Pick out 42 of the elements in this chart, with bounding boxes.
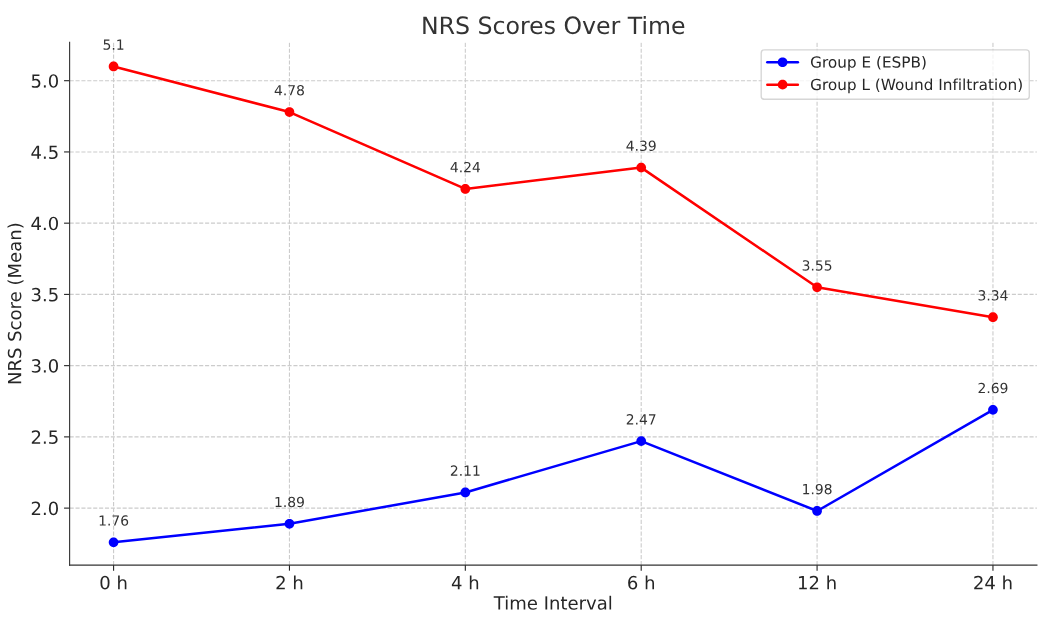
data-label: 3.55 bbox=[802, 260, 832, 271]
chart-title: NRS Scores Over Time bbox=[423, 15, 685, 35]
legend-label: Group L (Wound Infiltration) bbox=[810, 78, 1022, 94]
data-label: 2.69 bbox=[978, 382, 1008, 394]
y-tick-label: 4.5 bbox=[31, 145, 58, 160]
data-label: 1.76 bbox=[99, 515, 129, 526]
x-tick-label: 4 h bbox=[451, 575, 479, 590]
y-tick-label: 2.0 bbox=[31, 501, 58, 516]
y-tick-label: 3.5 bbox=[31, 287, 58, 302]
point bbox=[636, 162, 647, 173]
y-tick-label: 3.0 bbox=[31, 359, 58, 373]
point bbox=[108, 61, 119, 72]
x-tick-label: 24 h bbox=[974, 575, 1012, 590]
data-label: 4.24 bbox=[450, 161, 481, 173]
point bbox=[108, 537, 119, 548]
x-axis-title: Time Interval bbox=[493, 595, 612, 610]
data-label: 4.39 bbox=[626, 140, 656, 152]
x-tick-label: 6 h bbox=[628, 575, 655, 590]
y-tick-label: 4.0 bbox=[31, 216, 58, 231]
data-label: 1.89 bbox=[275, 496, 304, 508]
point bbox=[284, 518, 295, 529]
x-tick-label: 0 h bbox=[100, 575, 127, 590]
legend-label: Group E (ESPB) bbox=[810, 55, 926, 71]
data-label: 4.78 bbox=[274, 84, 304, 96]
y-axis-title: NRS Score (Mean) bbox=[7, 223, 24, 384]
data-label: 3.34 bbox=[978, 290, 1008, 301]
point bbox=[636, 436, 647, 447]
data-label: 1.98 bbox=[803, 483, 832, 495]
point bbox=[988, 312, 998, 323]
point bbox=[812, 506, 822, 516]
x-tick-label: 12 h bbox=[798, 575, 836, 590]
point bbox=[988, 404, 998, 415]
data-label: 5.1 bbox=[103, 39, 124, 50]
point bbox=[460, 487, 471, 498]
point bbox=[812, 282, 822, 293]
point bbox=[284, 107, 295, 117]
y-tick-label: 5.0 bbox=[31, 74, 58, 88]
x-tick-label: 2 h bbox=[276, 575, 303, 590]
data-label: 2.47 bbox=[626, 414, 656, 425]
y-tick-label: 2.5 bbox=[31, 430, 58, 444]
data-label: 2.11 bbox=[450, 465, 480, 476]
point bbox=[460, 184, 471, 194]
